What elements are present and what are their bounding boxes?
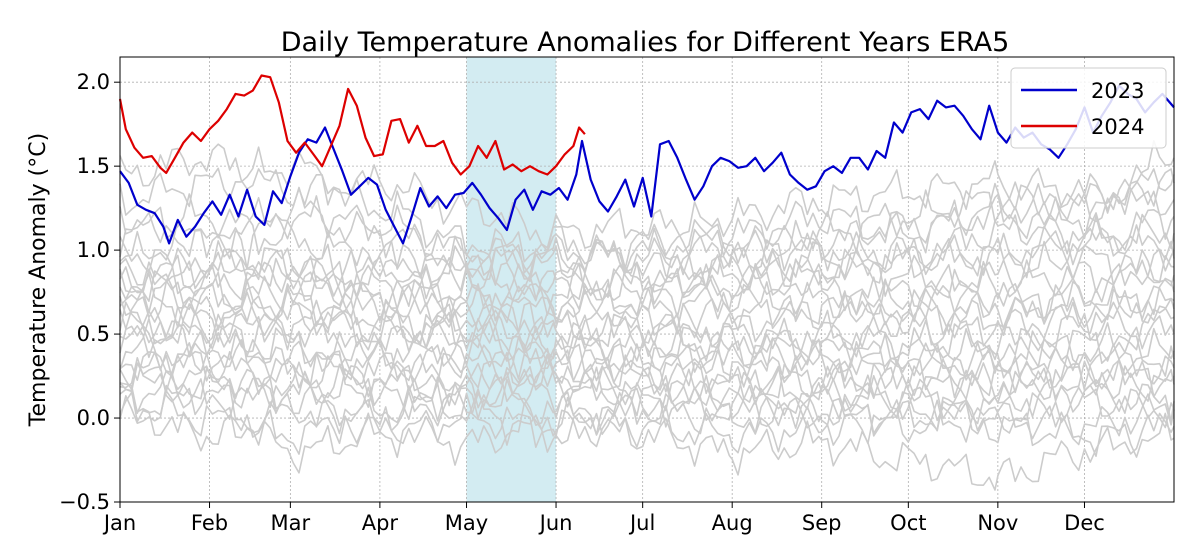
background-year-line — [119, 349, 1175, 437]
background-year-line — [119, 374, 1175, 466]
background-year-line — [119, 360, 1175, 445]
legend-label-2024: 2024 — [1091, 115, 1144, 139]
x-tick-label: Apr — [362, 511, 399, 535]
x-tick-label: Aug — [712, 511, 753, 535]
x-tick-label: Jan — [102, 511, 136, 535]
background-year-line — [119, 309, 1175, 398]
background-year-line — [119, 160, 1175, 283]
background-year-line — [119, 243, 1175, 368]
y-axis: −0.5 0.0 0.5 1.0 1.5 2.0 — [59, 70, 120, 514]
background-year-line — [119, 350, 1175, 415]
background-year-line — [119, 296, 1175, 397]
chart-title: Daily Temperature Anomalies for Differen… — [281, 27, 1010, 58]
background-year-line — [119, 286, 1175, 404]
legend: 2023 2024 — [1010, 67, 1167, 149]
background-years — [119, 140, 1175, 491]
y-tick-label: 0.5 — [77, 322, 110, 346]
y-tick-label: 1.0 — [77, 238, 110, 262]
background-year-line — [119, 168, 1175, 324]
x-tick-label: Dec — [1064, 511, 1105, 535]
plot-area — [118, 56, 1175, 503]
background-year-line — [119, 193, 1175, 351]
background-year-line — [119, 195, 1175, 312]
y-tick-label: 2.0 — [77, 70, 110, 94]
y-axis-label: Temperature Anomaly (°C) — [26, 133, 51, 427]
background-year-line — [119, 240, 1175, 328]
x-axis: Jan Feb Mar Apr May Jun Jul Aug Sep Oct Nov Dec — [102, 502, 1105, 535]
background-year-line — [119, 384, 1175, 491]
y-tick-label: 0.0 — [77, 406, 110, 430]
x-tick-label: Nov — [977, 511, 1018, 535]
x-tick-label: Jun — [538, 511, 573, 535]
plot-frame — [119, 56, 1175, 503]
legend-label-2023: 2023 — [1091, 79, 1144, 103]
x-tick-label: Jul — [628, 511, 655, 535]
series-line-2023 — [119, 84, 1175, 245]
background-year-line — [119, 219, 1175, 336]
x-tick-label: Sep — [802, 511, 842, 535]
background-year-line — [119, 301, 1175, 407]
highlighted-series — [118, 74, 1175, 245]
background-year-line — [119, 281, 1175, 375]
background-year-line — [119, 327, 1175, 453]
y-tick-label: −0.5 — [59, 490, 110, 514]
series-line-2024 — [118, 74, 586, 176]
x-tick-label: Feb — [191, 511, 228, 535]
x-tick-label: Mar — [271, 511, 311, 535]
y-tick-label: 1.5 — [77, 154, 110, 178]
legend-box — [1010, 67, 1167, 149]
background-year-line — [119, 374, 1175, 455]
x-tick-label: May — [445, 511, 488, 535]
x-tick-label: Oct — [890, 511, 926, 535]
background-year-line — [119, 277, 1175, 419]
